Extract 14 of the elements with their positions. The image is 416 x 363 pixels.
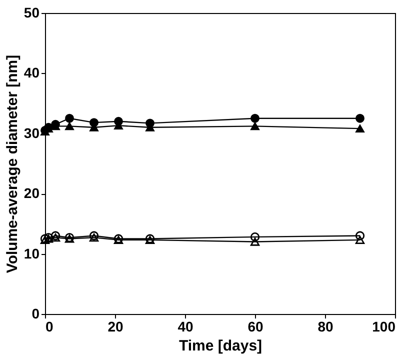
y-tick-label: 40 [24,64,40,81]
x-tick-label: 40 [178,318,194,334]
x-axis-title: Time [days] [178,338,262,354]
x-tick-label: 80 [318,318,334,334]
y-tick-label: 20 [24,185,40,202]
y-tick-label: 10 [24,245,40,262]
x-tick-label: 0 [46,318,54,334]
x-tick-label: 100 [372,318,396,334]
x-tick-label: 60 [248,318,264,334]
x-tick-label: 20 [108,318,124,334]
y-tick-label: 0 [32,306,40,322]
y-tick-label: 30 [24,124,40,141]
y-axis-title: Volume-average diameter [nm] [4,54,21,274]
y-tick-label: 50 [24,4,40,20]
